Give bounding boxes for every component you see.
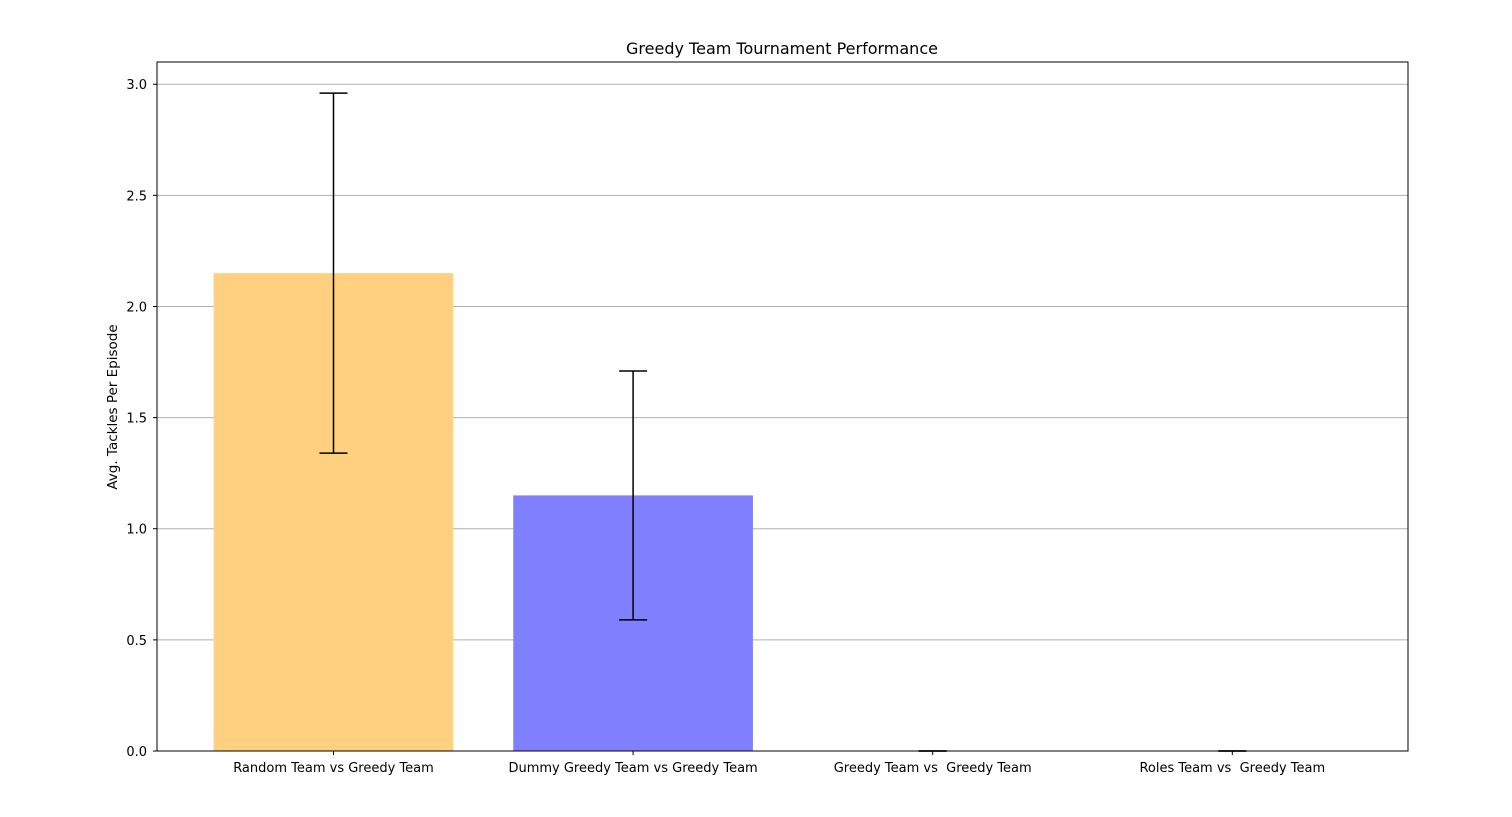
- plot-frame: [156, 61, 1409, 752]
- x-tick-label: Dummy Greedy Team vs Greedy Team: [508, 761, 757, 776]
- y-tick-label: 1.5: [126, 412, 147, 427]
- error-bar: [319, 92, 348, 454]
- x-axis-ticks: Random Team vs Greedy Team Dummy Greedy T…: [233, 751, 1325, 776]
- y-tick-label: 3.0: [126, 78, 147, 93]
- y-tick-label: 2.0: [126, 300, 147, 315]
- chart-title: Greedy Team Tournament Performance: [626, 39, 938, 58]
- error-bar: [619, 370, 648, 621]
- x-tick-label: Greedy Team vs Greedy Team: [834, 761, 1032, 776]
- y-tick-label: 2.5: [126, 189, 147, 204]
- y-tick-label: 0.5: [126, 634, 147, 649]
- x-tick-label: Roles Team vs Greedy Team: [1139, 761, 1325, 776]
- y-axis-ticks: 0.0 0.5 1.0 1.5 2.0 2.5 3.0: [126, 78, 157, 760]
- y-tick-label: 0.0: [126, 745, 147, 760]
- y-axis-label: Avg. Tackles Per Episode: [105, 324, 121, 489]
- x-tick-label: Random Team vs Greedy Team: [233, 761, 434, 776]
- y-tick-label: 1.0: [126, 523, 147, 538]
